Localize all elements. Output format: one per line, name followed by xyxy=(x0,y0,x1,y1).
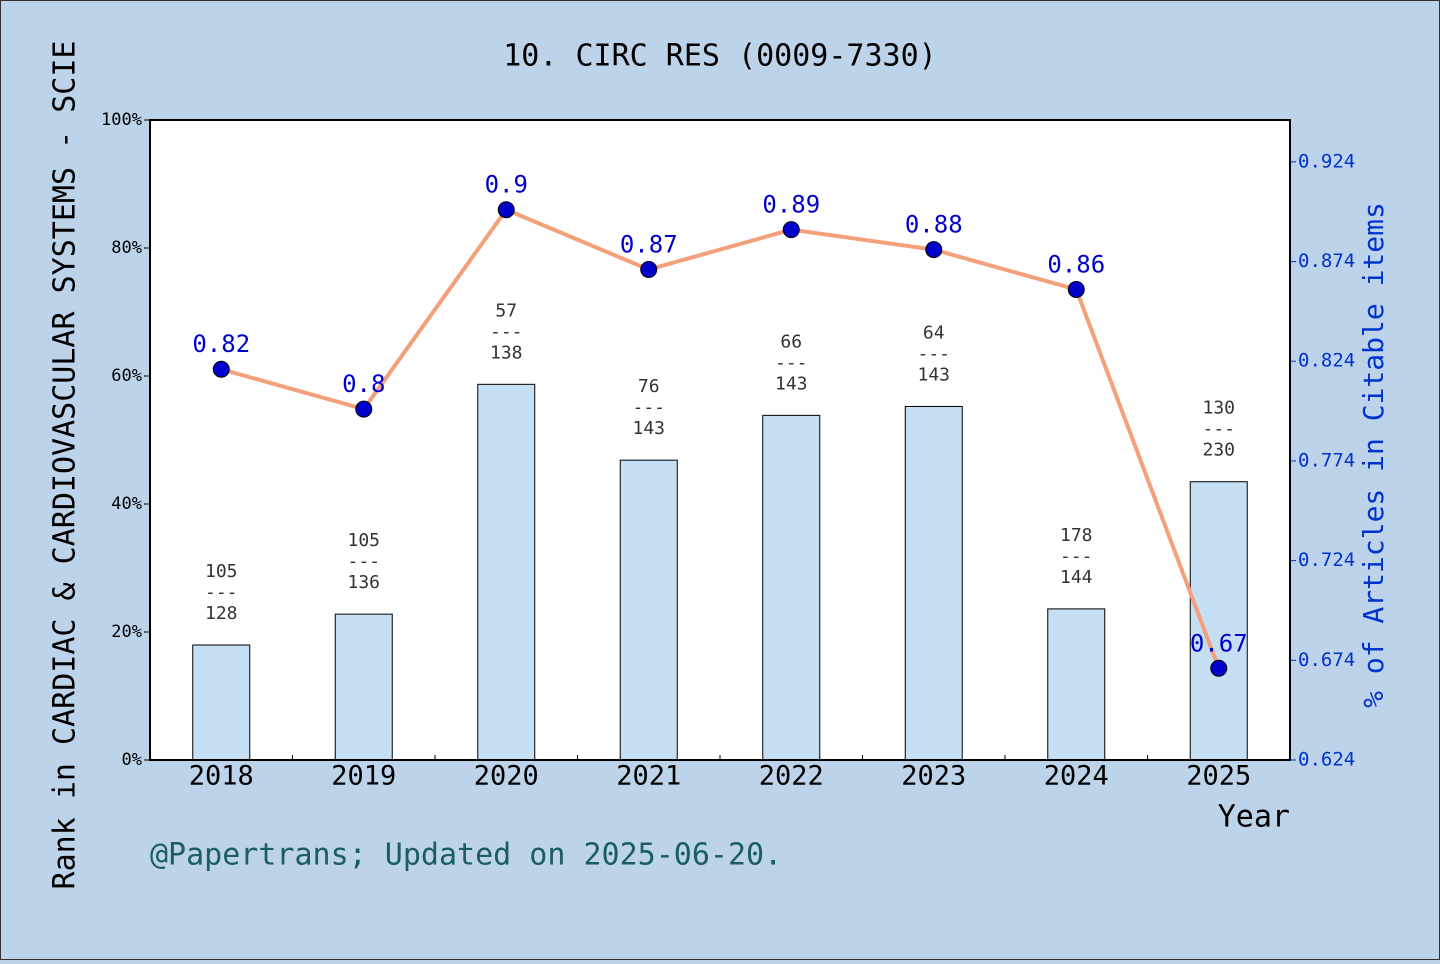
bar-rank-label: 105 xyxy=(347,530,380,551)
line-marker xyxy=(782,221,800,239)
y-tick-label: 20% xyxy=(111,622,142,642)
bar-total-label: 143 xyxy=(632,418,665,439)
x-tick-label: 2021 xyxy=(616,761,681,792)
bar-rank-label: 64 xyxy=(923,322,945,343)
bar-total-label: 136 xyxy=(347,572,380,593)
y2-tick-label: 0.674 xyxy=(1298,649,1355,671)
bar-rank-label: 105 xyxy=(205,561,238,582)
x-tick-label: 2019 xyxy=(331,761,396,792)
bar-total-label: 144 xyxy=(1060,567,1093,588)
bar xyxy=(904,405,963,761)
y2-tick-label: 0.924 xyxy=(1298,150,1355,172)
bar-rank-label: 130 xyxy=(1202,398,1235,419)
line-value-label: 0.86 xyxy=(1047,250,1105,278)
bar-rank-label: 178 xyxy=(1060,525,1093,546)
y2-tick-label: 0.824 xyxy=(1298,350,1355,372)
bar-label-separator: --- xyxy=(632,397,665,418)
bar-rank-label: 66 xyxy=(780,331,802,352)
bar xyxy=(192,644,251,761)
x-tick-label: 2020 xyxy=(474,761,539,792)
y-tick-label: 100% xyxy=(101,110,142,130)
line-marker xyxy=(1067,280,1085,298)
bar xyxy=(619,459,678,761)
x-tick-label: 2022 xyxy=(759,761,824,792)
line-value-label: 0.8 xyxy=(342,370,385,398)
line-value-label: 0.88 xyxy=(905,211,963,239)
y-tick-label: 80% xyxy=(111,238,142,258)
y-tick-label: 60% xyxy=(111,366,142,386)
line-marker xyxy=(925,241,943,259)
bar-total-label: 230 xyxy=(1202,440,1235,461)
x-tick-label: 2023 xyxy=(901,761,966,792)
chart-title: 10. CIRC RES (0009-7330) xyxy=(503,39,936,74)
bar xyxy=(334,613,393,761)
bar-label-separator: --- xyxy=(1202,419,1235,440)
bar-label-separator: --- xyxy=(490,321,523,342)
line-value-label: 0.9 xyxy=(485,171,528,199)
line-value-label: 0.82 xyxy=(192,330,250,358)
line-marker xyxy=(497,201,515,219)
x-tick-label: 2018 xyxy=(189,761,254,792)
line-value-label: 0.67 xyxy=(1190,629,1248,657)
line-value-label: 0.89 xyxy=(762,191,820,219)
line-value-label: 0.87 xyxy=(620,231,678,259)
y-tick-label: 40% xyxy=(111,494,142,514)
y-tick-label: 0% xyxy=(122,750,142,770)
bar-label-separator: --- xyxy=(1060,546,1093,567)
y2-tick-label: 0.874 xyxy=(1298,250,1355,272)
line-marker xyxy=(212,360,230,378)
y2-tick-label: 0.724 xyxy=(1298,549,1355,571)
bar xyxy=(762,414,821,761)
bar-rank-label: 57 xyxy=(495,300,517,321)
x-tick-label: 2024 xyxy=(1044,761,1109,792)
bar-total-label: 128 xyxy=(205,603,238,624)
y2-tick-label: 0.624 xyxy=(1298,749,1355,771)
line-marker xyxy=(1210,659,1228,677)
bar-label-separator: --- xyxy=(775,352,808,373)
bar-label-separator: --- xyxy=(205,582,238,603)
y2-axis-label: % of Articles in Citable items xyxy=(1357,202,1390,708)
bar-rank-label: 76 xyxy=(638,376,660,397)
footnote: @Papertrans; Updated on 2025-06-20. xyxy=(150,838,782,873)
line-marker xyxy=(355,400,373,418)
line xyxy=(220,207,1221,669)
bar xyxy=(1047,608,1106,761)
plot-area xyxy=(149,119,1291,761)
bar-label-separator: --- xyxy=(347,551,380,572)
y2-tick-label: 0.774 xyxy=(1298,449,1355,471)
x-tick-label: 2025 xyxy=(1186,761,1251,792)
bar-total-label: 138 xyxy=(490,342,523,363)
x-axis-label: Year xyxy=(1218,800,1290,835)
line-marker xyxy=(640,261,658,279)
bar-label-separator: --- xyxy=(917,343,950,364)
y-axis-label: Rank in CARDIAC & CARDIOVASCULAR SYSTEMS… xyxy=(48,41,83,890)
bar xyxy=(477,383,536,761)
bar-total-label: 143 xyxy=(775,373,808,394)
bar-total-label: 143 xyxy=(917,364,950,385)
